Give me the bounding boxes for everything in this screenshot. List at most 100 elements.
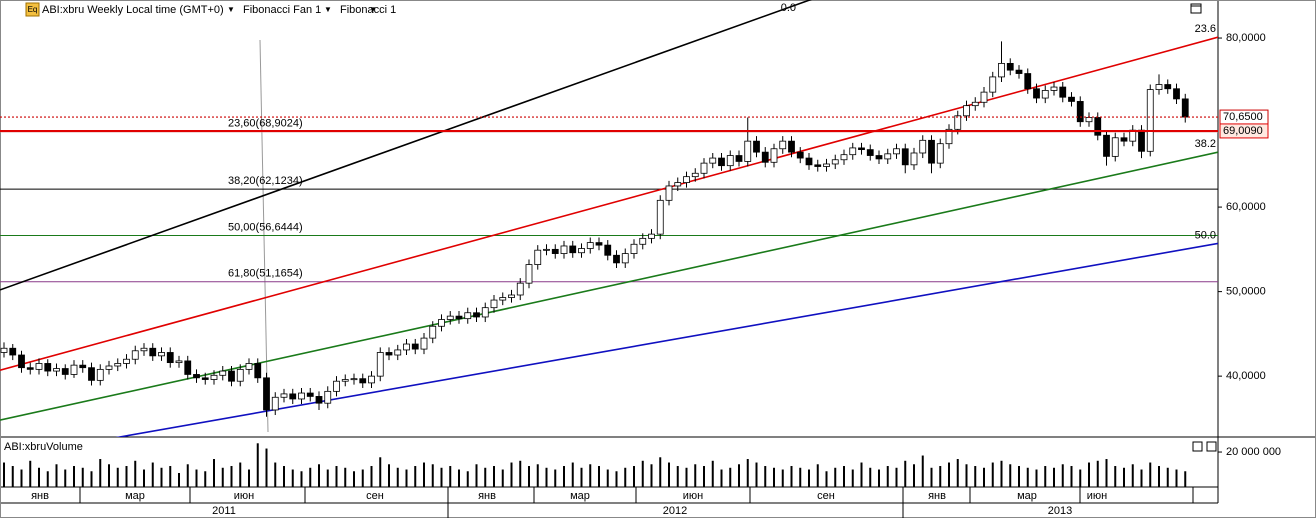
fan-label: 38.2 [1195, 138, 1216, 150]
month-label: мар [570, 490, 590, 502]
fan-line [115, 242, 1218, 437]
candle-body [639, 237, 647, 245]
candle-body [831, 159, 839, 165]
fan-label: 23.6 [1195, 23, 1216, 35]
candle-body [1146, 89, 1154, 152]
volume-bar [685, 467, 688, 487]
volume-bar [825, 471, 828, 487]
candle-body [718, 157, 725, 167]
volume-maximize[interactable] [1192, 441, 1203, 452]
candle-body [726, 155, 734, 167]
volume-bar [484, 467, 487, 487]
volume-bar [265, 448, 268, 487]
candle-body [1164, 84, 1172, 90]
candle-body [971, 101, 979, 107]
volume-bar [151, 462, 154, 487]
chart-title[interactable]: ABI:xbru Weekly Local time (GMT+0) [42, 4, 224, 16]
candle-body [980, 91, 988, 103]
candle-body [788, 140, 795, 153]
symbol-icon[interactable] [25, 2, 40, 17]
volume-bar [1175, 469, 1178, 487]
axes: 80,0000 60,0000 50,0000 40,0000 20 000 000 70… [31, 32, 1281, 518]
price-box [1219, 123, 1269, 139]
volume-title: ABI:xbruVolume [4, 441, 83, 453]
volume-bar [335, 466, 338, 487]
volume-bar [1184, 471, 1187, 487]
price-pane: 23,60(68,9024) 38,20(62,1234) 50,00(56,644… [0, 0, 1218, 437]
candle-body [53, 368, 60, 372]
candle-body [648, 233, 655, 239]
volume-bar [633, 466, 635, 487]
volume-bar [405, 469, 408, 487]
volume-bar [221, 467, 224, 487]
dropdown-arrow[interactable]: ▼ [227, 5, 235, 14]
menu-item[interactable]: Fibonacci Fan 1 [243, 4, 321, 16]
y-tick-label: 60,0000 [1226, 201, 1266, 213]
volume-bar [178, 473, 180, 487]
dropdown-arrow[interactable]: ▼ [324, 5, 332, 14]
candle-body [70, 364, 78, 375]
volume-bar [1158, 466, 1160, 487]
menu-item[interactable]: Fibonacci 1 [340, 4, 396, 16]
volume-bar [965, 464, 968, 487]
candle-body [1138, 129, 1145, 152]
fan-line [0, 151, 1218, 421]
volume-bar [1079, 469, 1082, 487]
maximize-button[interactable] [1190, 3, 1202, 14]
candle-body [219, 370, 227, 376]
volume-bar [1000, 460, 1003, 487]
volume-bar [160, 467, 163, 487]
volume-bar [878, 469, 880, 487]
candle-body [1050, 86, 1058, 91]
month-label: июн [234, 490, 254, 502]
candle-body [455, 315, 463, 320]
candle-body [586, 242, 594, 249]
candle-body [569, 245, 577, 254]
volume-bar [650, 464, 653, 487]
volume-bar [449, 466, 452, 487]
candle-body [166, 352, 174, 364]
candle-body [1085, 117, 1093, 123]
candle-body [263, 377, 270, 411]
candle-body [508, 294, 515, 298]
candle-body [96, 368, 104, 381]
candle-body [1041, 90, 1049, 99]
candle-body [490, 299, 498, 309]
candle-body [893, 148, 900, 155]
volume-bar [694, 464, 697, 487]
fib-level-label: 38,20(62,1234) [228, 175, 303, 187]
candle-body [578, 248, 585, 254]
volume-bar [668, 462, 670, 487]
fib-level-label: 61,80(51,1654) [228, 268, 303, 280]
volume-bar [1061, 464, 1064, 487]
volume-bar [134, 460, 137, 487]
candle-body [289, 393, 297, 400]
volume-bar [11, 466, 14, 487]
candle-body [35, 363, 43, 370]
volume-bar [851, 469, 854, 487]
volume-bar [414, 466, 417, 487]
volume-bar [29, 460, 32, 487]
candle-body [543, 248, 550, 251]
candle-body [446, 315, 454, 320]
volume-bar [396, 467, 399, 487]
candle-body [411, 343, 419, 350]
candle-body [105, 365, 113, 370]
volume-bar [1140, 469, 1143, 487]
volume-bar [1035, 469, 1038, 487]
candle-body [1111, 137, 1119, 157]
fib-level-label: 50,00(56,6444) [228, 221, 303, 233]
candle-body [1155, 84, 1163, 90]
volume-bar [125, 466, 128, 487]
dropdown-arrow[interactable]: ▼ [369, 5, 377, 14]
candle-body [306, 392, 314, 397]
candle-body [761, 151, 769, 163]
candle-body [201, 377, 209, 380]
candle-body [691, 172, 699, 178]
fan-line [0, 36, 1218, 371]
volume-close[interactable] [1206, 441, 1217, 452]
fan-line [0, 0, 813, 291]
volume-bar [501, 469, 504, 487]
candle-body [1033, 88, 1040, 99]
